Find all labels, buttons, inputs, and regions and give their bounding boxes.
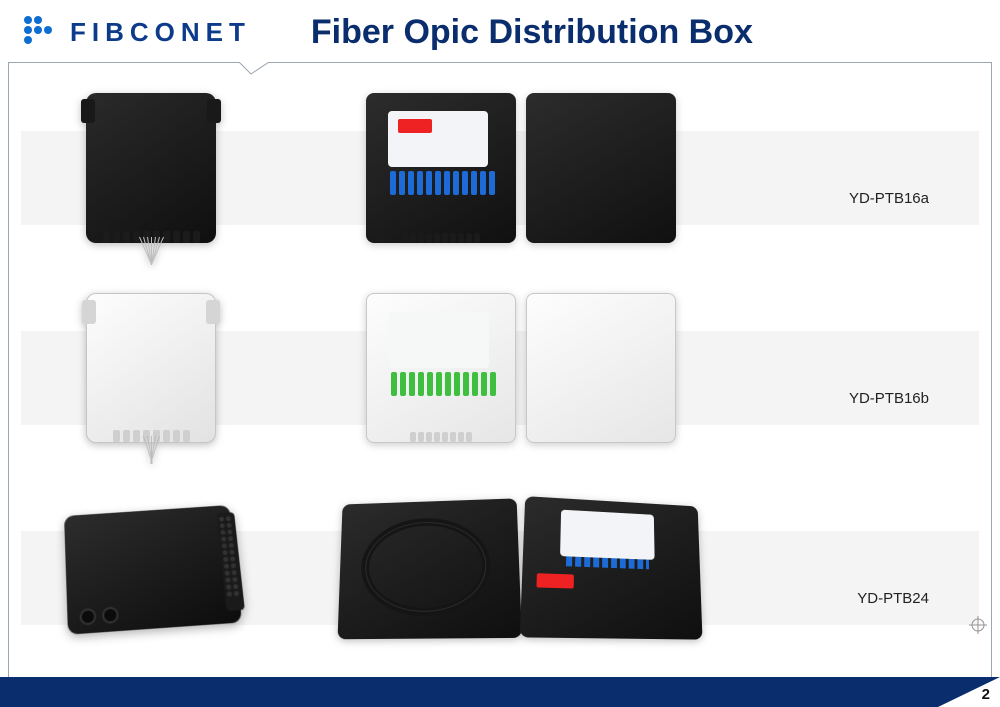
page-corner-icon <box>938 677 1000 707</box>
product-rows: YD-PTB16a <box>9 63 991 673</box>
content-frame: YD-PTB16a <box>8 62 992 680</box>
page-number: 2 <box>982 686 990 703</box>
product-row: YD-PTB16b <box>21 271 979 465</box>
product-closed-image <box>21 271 281 465</box>
brand-logo: FIBCONET <box>20 12 251 52</box>
product-row: YD-PTB16a <box>21 71 979 265</box>
brand-name: FIBCONET <box>70 17 251 48</box>
product-open-image <box>281 71 761 265</box>
product-open-image <box>281 271 761 465</box>
footer-bar: 2 <box>0 677 1000 707</box>
product-label: YD-PTB16a <box>849 190 929 207</box>
product-row: YD-PTB24 <box>21 471 979 665</box>
product-closed-image <box>21 471 281 665</box>
page-title: Fiber Opic Distribution Box <box>311 13 753 52</box>
product-closed-image <box>21 71 281 265</box>
header: FIBCONET Fiber Opic Distribution Box <box>0 0 1000 58</box>
product-open-image <box>281 471 761 665</box>
alignment-mark-icon <box>969 616 987 639</box>
product-label: YD-PTB16b <box>849 390 929 407</box>
logo-icon <box>20 12 60 52</box>
product-label: YD-PTB24 <box>857 590 929 607</box>
